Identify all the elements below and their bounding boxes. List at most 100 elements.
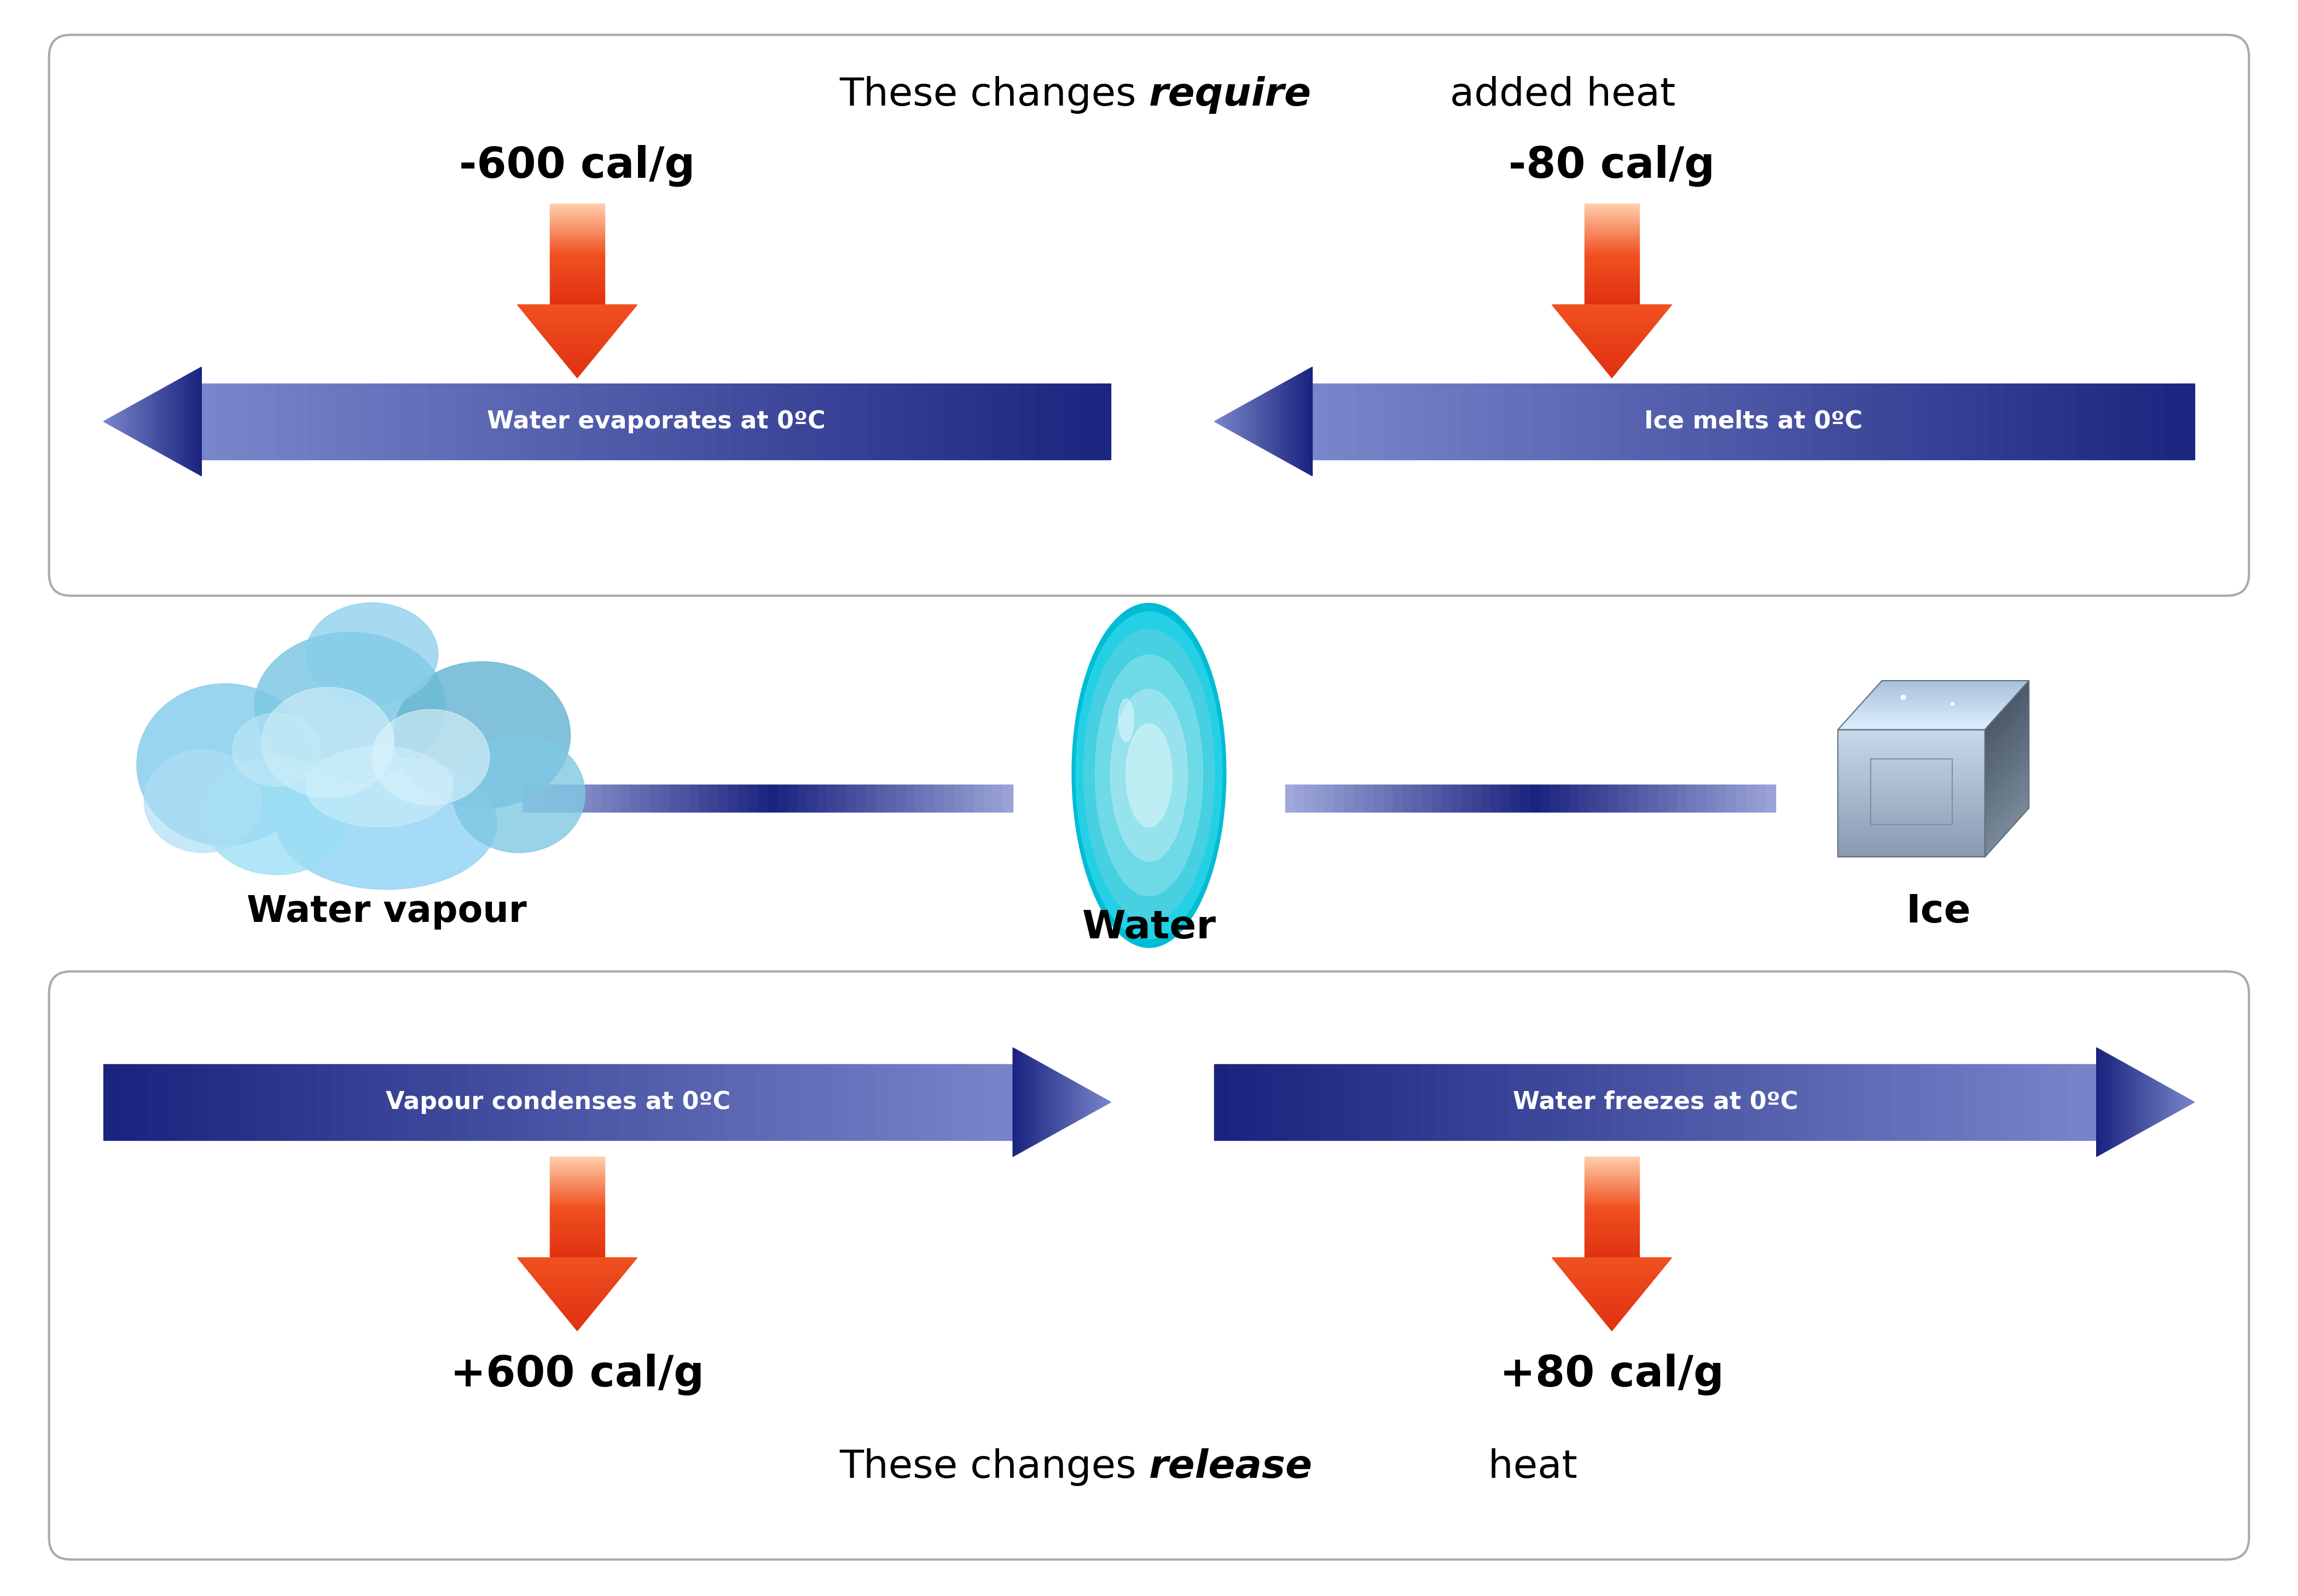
Bar xyxy=(549,204,604,206)
Polygon shape xyxy=(519,308,634,310)
Polygon shape xyxy=(1985,731,2029,787)
Bar xyxy=(1586,1175,1638,1176)
Bar xyxy=(1827,383,1841,460)
Bar xyxy=(768,785,777,812)
Bar xyxy=(1386,383,1399,460)
Bar xyxy=(549,257,604,259)
Bar xyxy=(1540,785,1549,812)
Bar xyxy=(944,785,954,812)
Bar xyxy=(549,289,604,292)
Polygon shape xyxy=(1838,729,1985,734)
Bar xyxy=(1586,1231,1638,1232)
Polygon shape xyxy=(1838,824,1985,827)
Bar xyxy=(1586,1211,1638,1215)
Bar xyxy=(2008,1065,2022,1140)
Bar xyxy=(1452,785,1462,812)
Bar xyxy=(549,302,604,305)
Bar xyxy=(1586,265,1638,267)
Bar xyxy=(549,1215,604,1218)
Bar xyxy=(549,1245,604,1248)
Bar xyxy=(308,383,322,460)
Polygon shape xyxy=(1985,693,2029,749)
Polygon shape xyxy=(535,1280,618,1282)
Bar xyxy=(1710,383,1724,460)
Bar xyxy=(2181,383,2195,460)
Polygon shape xyxy=(1985,769,2029,825)
Polygon shape xyxy=(1082,629,1216,922)
Polygon shape xyxy=(1583,343,1641,345)
Bar xyxy=(1402,785,1413,812)
Bar xyxy=(1314,785,1324,812)
Polygon shape xyxy=(1838,798,1985,801)
Bar xyxy=(549,235,604,236)
Polygon shape xyxy=(524,1266,632,1267)
Polygon shape xyxy=(1565,321,1659,322)
Polygon shape xyxy=(1551,305,1671,306)
Polygon shape xyxy=(565,364,588,365)
Bar xyxy=(974,383,990,460)
Polygon shape xyxy=(1838,827,1985,832)
Bar xyxy=(1930,383,1944,460)
Polygon shape xyxy=(1852,710,2002,712)
Bar xyxy=(466,1065,483,1140)
Polygon shape xyxy=(1871,691,2020,693)
Bar xyxy=(549,231,604,235)
Bar xyxy=(1494,1065,1507,1140)
Bar xyxy=(1914,383,1930,460)
Bar xyxy=(1399,383,1416,460)
Bar xyxy=(1599,785,1609,812)
Polygon shape xyxy=(542,1286,614,1288)
Bar xyxy=(1788,1065,1802,1140)
Polygon shape xyxy=(1567,322,1657,326)
Polygon shape xyxy=(1838,776,1985,780)
Polygon shape xyxy=(1609,1328,1615,1329)
Polygon shape xyxy=(1985,718,2029,774)
Bar xyxy=(549,1210,604,1211)
Polygon shape xyxy=(549,343,607,345)
Bar xyxy=(641,383,657,460)
Bar xyxy=(595,383,611,460)
Polygon shape xyxy=(1838,839,1985,844)
Polygon shape xyxy=(1838,849,1985,852)
Bar xyxy=(246,383,262,460)
Bar xyxy=(549,1242,604,1245)
Bar xyxy=(483,1065,499,1140)
Polygon shape xyxy=(1838,819,1985,824)
Bar xyxy=(1342,383,1356,460)
Bar xyxy=(777,785,788,812)
Bar xyxy=(1570,785,1579,812)
Bar xyxy=(581,785,591,812)
Polygon shape xyxy=(1583,1296,1641,1298)
Bar xyxy=(549,254,604,257)
Bar xyxy=(1655,1065,1671,1140)
Bar xyxy=(951,1065,967,1140)
Bar xyxy=(1480,1065,1494,1140)
Polygon shape xyxy=(533,322,623,326)
Bar xyxy=(1312,383,1326,460)
Bar xyxy=(1586,1187,1638,1189)
Polygon shape xyxy=(568,365,588,367)
Polygon shape xyxy=(1985,725,2029,780)
Bar xyxy=(1586,236,1638,239)
Bar xyxy=(1818,1065,1832,1140)
Polygon shape xyxy=(1877,683,2027,686)
Bar xyxy=(1974,383,1988,460)
Bar xyxy=(1344,785,1354,812)
Polygon shape xyxy=(1075,611,1223,938)
Bar xyxy=(2052,1065,2068,1140)
Bar xyxy=(1841,383,1857,460)
Bar xyxy=(710,1065,724,1140)
Polygon shape xyxy=(529,1270,627,1272)
Bar xyxy=(549,1189,604,1192)
Bar xyxy=(807,785,816,812)
Polygon shape xyxy=(1838,755,1985,760)
Polygon shape xyxy=(1985,705,2029,761)
Bar xyxy=(179,1065,195,1140)
Bar xyxy=(967,1065,984,1140)
Bar xyxy=(1586,209,1638,211)
Bar xyxy=(869,383,882,460)
Bar xyxy=(680,785,689,812)
Polygon shape xyxy=(1606,1325,1615,1328)
Bar xyxy=(1390,1065,1406,1140)
Bar xyxy=(1429,383,1445,460)
